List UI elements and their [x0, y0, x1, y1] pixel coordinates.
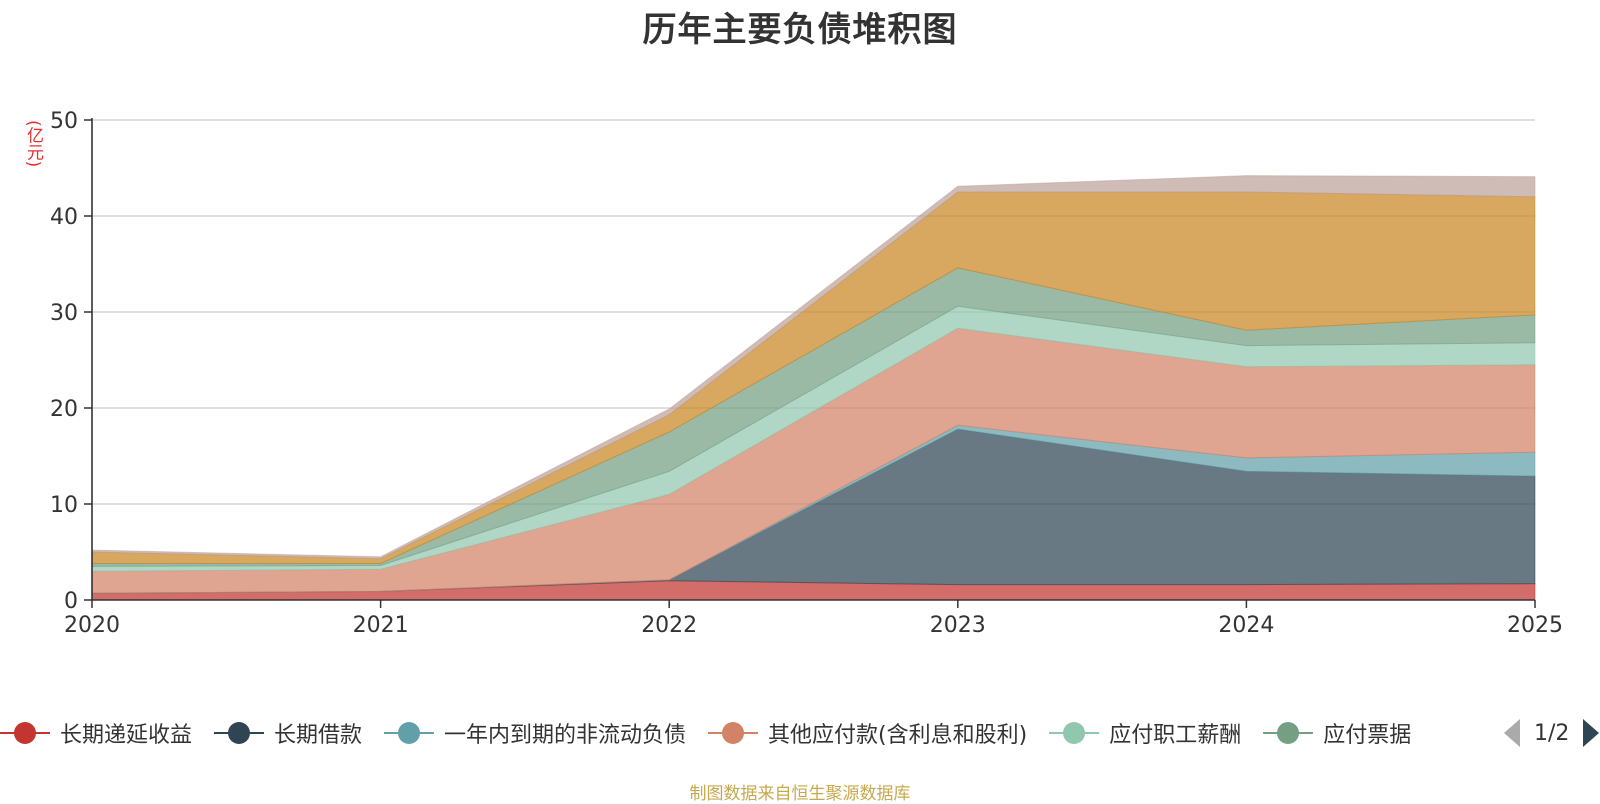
axes: 0 10 20 30 40 50 2020 2021 2022 2023 2024 2025 — [50, 109, 1563, 638]
legend-pager: 1/2 — [1500, 716, 1600, 750]
legend-marker-icon — [1049, 722, 1100, 744]
legend-marker-icon — [1263, 722, 1314, 744]
x-tick-label: 2024 — [1218, 613, 1274, 638]
stacked-area-chart: 0 10 20 30 40 50 2020 2021 2022 2023 2024 2025 — [50, 109, 1563, 638]
legend-label: 应付职工薪酬 — [1109, 723, 1242, 748]
legend-item[interactable]: 长期借款 — [214, 716, 362, 750]
legend-page-indicator: 1/2 — [1534, 720, 1570, 746]
legend-marker-icon — [708, 722, 759, 744]
legend-item[interactable]: 其他应付款(含利息和股利) — [708, 716, 1027, 750]
legend-marker-icon — [214, 722, 265, 744]
legend-label: 长期借款 — [274, 723, 363, 748]
legend: 长期递延收益 长期借款 一年内到期的非流动负债 其他应付款(含利息和股利) 应付职工薪酬… — [0, 716, 1480, 750]
legend-item[interactable]: 应付职工薪酬 — [1049, 716, 1241, 750]
legend-label: 其他应付款(含利息和股利) — [768, 723, 1028, 748]
legend-item[interactable]: 长期递延收益 — [0, 716, 192, 750]
y-tick-label: 40 — [50, 205, 78, 230]
source-note: 制图数据来自恒生聚源数据库 — [689, 784, 911, 804]
legend-label: 一年内到期的非流动负债 — [444, 723, 687, 748]
area-series — [91, 175, 1536, 601]
area-series-8[interactable] — [91, 175, 1536, 560]
legend-label: 长期递延收益 — [60, 723, 193, 748]
legend-marker-icon — [0, 722, 50, 744]
y-tick-label: 30 — [50, 301, 78, 326]
legend-marker-icon — [384, 722, 435, 744]
x-tick-label: 2022 — [641, 613, 697, 638]
x-tick-label: 2025 — [1507, 613, 1563, 638]
legend-item[interactable]: 一年内到期的非流动负债 — [384, 716, 686, 750]
y-tick-label: 10 — [50, 493, 78, 518]
legend-prev-page-icon[interactable] — [1504, 719, 1520, 747]
x-tick-label: 2023 — [930, 613, 986, 638]
x-tick-label: 2020 — [64, 613, 120, 638]
legend-label: 应付票据 — [1323, 723, 1412, 748]
legend-next-page-icon[interactable] — [1583, 719, 1600, 747]
y-tick-label: 50 — [50, 109, 78, 134]
y-tick-label: 20 — [50, 397, 78, 422]
chart-title: 历年主要负债堆积图 — [642, 10, 958, 50]
y-axis-unit-label: (亿元) — [23, 120, 43, 168]
x-tick-label: 2021 — [353, 613, 409, 638]
legend-item[interactable]: 应付票据 — [1263, 716, 1411, 750]
y-tick-label: 0 — [64, 589, 78, 614]
